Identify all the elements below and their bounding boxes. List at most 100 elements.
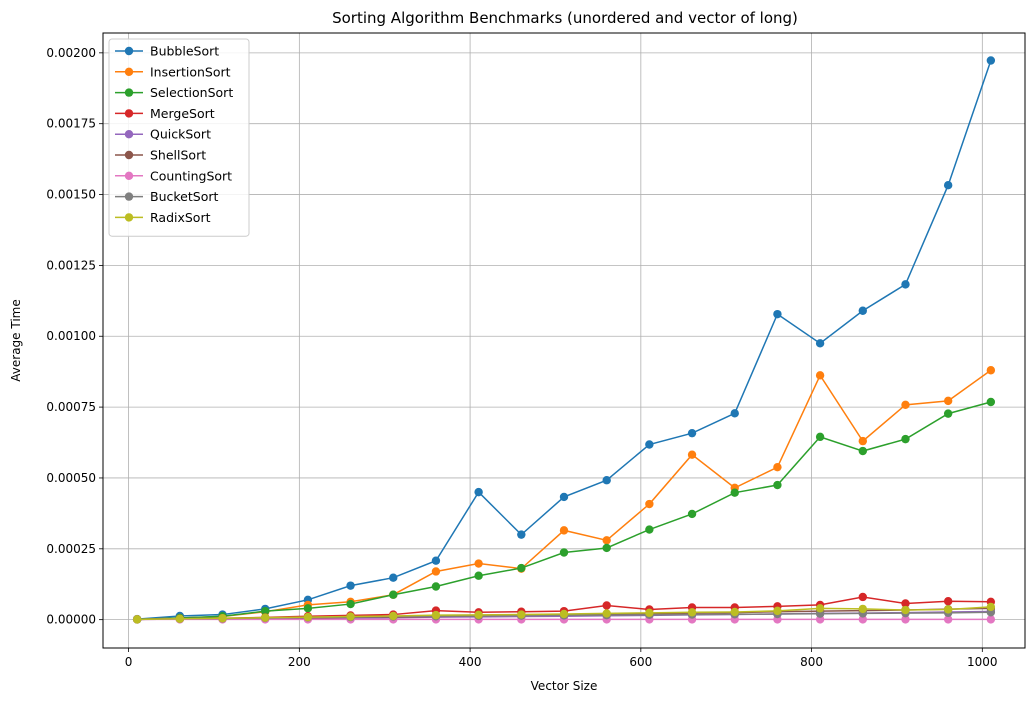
data-point: [858, 436, 867, 446]
legend-item: QuickSort: [115, 127, 211, 142]
x-axis-label: Vector Size: [531, 679, 598, 693]
data-point: [901, 434, 910, 444]
legend-item: ShellSort: [115, 148, 206, 163]
legend-label: CountingSort: [150, 168, 232, 183]
data-point: [389, 590, 398, 599]
data-point: [943, 180, 953, 190]
data-point: [815, 371, 825, 380]
data-point: [730, 409, 739, 418]
x-tick-label: 600: [629, 655, 652, 669]
data-point: [602, 543, 611, 553]
data-point: [815, 339, 825, 348]
legend-item: BucketSort: [115, 189, 218, 204]
data-point: [474, 610, 483, 620]
data-point: [474, 571, 483, 580]
legend-item: RadixSort: [115, 210, 211, 225]
y-tick-label: 0.00075: [46, 400, 96, 414]
legend-marker: [124, 213, 134, 222]
legend-marker: [124, 67, 134, 77]
x-tick-label: 800: [800, 655, 823, 669]
data-point: [431, 582, 441, 591]
series-bubblesort: [132, 56, 996, 624]
x-tick-label: 400: [459, 655, 482, 669]
legend: BubbleSort InsertionSort SelectionSort Merg…: [108, 38, 250, 237]
data-point: [815, 432, 825, 442]
legend-item: CountingSort: [115, 168, 232, 183]
data-point: [943, 409, 953, 418]
data-point: [431, 556, 441, 565]
data-point: [645, 440, 654, 449]
data-point: [773, 462, 782, 472]
legend-item: BubbleSort: [115, 44, 219, 59]
data-point: [901, 615, 910, 624]
data-point: [815, 604, 825, 613]
data-point: [218, 614, 227, 623]
y-axis-label: Average Time: [9, 299, 23, 381]
data-point: [559, 609, 569, 619]
data-point: [303, 604, 313, 613]
y-tick-label: 0.00200: [46, 46, 96, 60]
legend-label: InsertionSort: [150, 64, 231, 79]
plot-frame: [102, 32, 1026, 649]
series-radixsort: [132, 602, 996, 624]
data-point: [346, 581, 355, 590]
data-point: [687, 450, 697, 459]
series-layer: [132, 56, 996, 624]
legend-marker: [124, 88, 134, 97]
legend-box: [108, 38, 250, 237]
data-point: [943, 605, 953, 614]
legend-marker: [124, 130, 134, 139]
legend-label: RadixSort: [150, 210, 211, 225]
legend-marker: [124, 109, 134, 118]
data-point: [474, 559, 483, 568]
legend-label: BubbleSort: [150, 44, 219, 59]
y-tick-label: 0.00175: [46, 117, 96, 131]
data-point: [389, 611, 398, 621]
legend-item: InsertionSort: [115, 64, 231, 79]
data-point: [389, 573, 398, 582]
data-point: [132, 615, 142, 624]
data-point: [261, 606, 270, 616]
legend-marker: [124, 192, 134, 201]
y-tick-label: 0.00150: [46, 188, 96, 202]
data-point: [986, 56, 996, 65]
grid: [103, 33, 1025, 648]
data-point: [901, 599, 910, 608]
data-point: [559, 548, 569, 557]
data-point: [858, 592, 867, 602]
data-point: [986, 397, 996, 407]
data-point: [261, 613, 270, 622]
data-point: [645, 525, 654, 534]
x-tick-label: 1000: [967, 655, 998, 669]
data-point: [730, 607, 739, 617]
legend-marker: [124, 171, 134, 180]
x-tick-label: 200: [288, 655, 311, 669]
legend-label: MergeSort: [150, 106, 215, 121]
legend-marker: [124, 46, 134, 56]
y-tick-label: 0.00000: [46, 613, 96, 627]
data-point: [858, 306, 867, 315]
data-point: [773, 606, 782, 616]
data-point: [901, 280, 910, 289]
data-point: [175, 614, 185, 624]
legend-item: MergeSort: [115, 106, 215, 121]
data-point: [687, 608, 697, 617]
data-point: [943, 615, 953, 624]
legend-label: ShellSort: [150, 148, 206, 163]
data-point: [730, 488, 739, 497]
legend-item: SelectionSort: [115, 85, 233, 100]
data-point: [773, 480, 782, 490]
data-point: [986, 615, 996, 624]
data-point: [773, 309, 782, 319]
chart-title: Sorting Algorithm Benchmarks (unordered …: [332, 9, 798, 27]
data-point: [559, 526, 569, 535]
data-point: [303, 612, 313, 622]
data-point: [986, 602, 996, 612]
y-tick-label: 0.00025: [46, 542, 96, 556]
y-tick-label: 0.00050: [46, 471, 96, 485]
data-point: [986, 366, 996, 375]
data-point: [431, 610, 441, 620]
y-tick-label: 0.00125: [46, 258, 96, 272]
data-point: [687, 428, 697, 438]
